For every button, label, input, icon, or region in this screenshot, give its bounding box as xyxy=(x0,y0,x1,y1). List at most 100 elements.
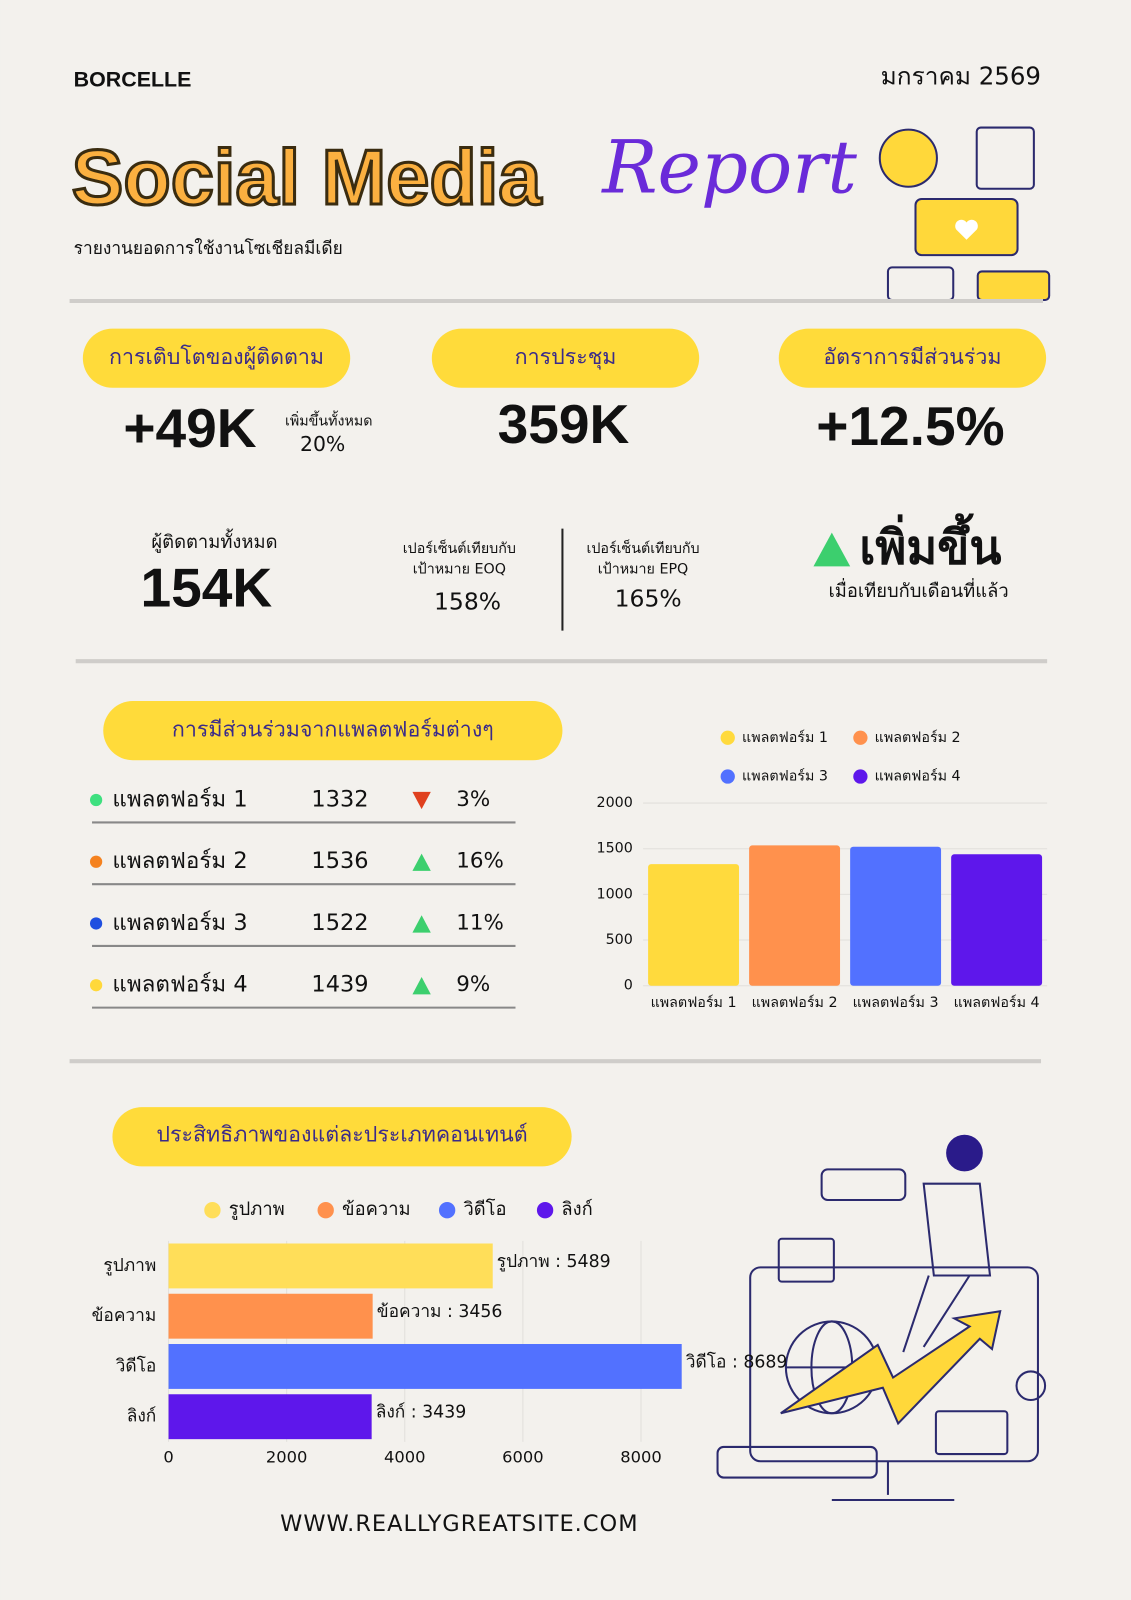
x-tick-label: 2000 xyxy=(266,1448,308,1467)
x-tick-label: 0 xyxy=(163,1448,173,1467)
bar xyxy=(168,1243,493,1289)
eoq-value: 158% xyxy=(434,588,501,616)
platform-change: 11% xyxy=(456,910,504,935)
y-tick-label: 0 xyxy=(624,978,633,994)
row-dot xyxy=(89,979,103,992)
kpi-label: การประชุม xyxy=(515,345,617,370)
bar xyxy=(648,864,740,986)
x-tick-label: 6000 xyxy=(502,1448,544,1467)
trend-note: เมื่อเทียบกับเดือนที่แล้ว xyxy=(828,578,1008,602)
epq-label: เปอร์เซ็นต์เทียบกับ xyxy=(586,538,699,557)
platform-value: 1522 xyxy=(311,910,368,936)
kpi-value: +12.5% xyxy=(816,395,1004,457)
title-script: Report xyxy=(600,125,857,210)
legend-label: แพลตฟอร์ม 3 xyxy=(742,768,828,785)
legend-dot xyxy=(853,730,868,745)
x-tick-label: 4000 xyxy=(384,1448,426,1467)
kpi-label: อัตราการมีส่วนร่วม xyxy=(823,345,1001,370)
y-tick-label: 1500 xyxy=(597,841,633,857)
kpi-value: +49K xyxy=(123,397,256,459)
legend-label: รูปภาพ xyxy=(229,1199,285,1220)
legend-dot xyxy=(720,769,735,784)
legend-label: วิดีโอ xyxy=(463,1198,507,1220)
row-dot xyxy=(89,793,103,807)
kpi-value: 359K xyxy=(498,393,630,455)
platform-value: 1439 xyxy=(311,972,368,998)
value-label: วิดีโอ : 8689 xyxy=(686,1351,788,1372)
footer-url: WWW.REALLYGREATSITE.COM xyxy=(280,1511,638,1537)
y-tick-label: รูปภาพ xyxy=(103,1256,156,1276)
followers-value: 154K xyxy=(140,556,272,618)
kpi-pill xyxy=(431,328,700,388)
bar xyxy=(850,846,942,986)
legend-label: แพลตฟอร์ม 2 xyxy=(875,729,961,746)
platform-name: แพลตฟอร์ม 1 xyxy=(112,787,247,813)
bar xyxy=(168,1344,682,1389)
change-arrow xyxy=(412,915,431,933)
platform-change: 3% xyxy=(456,787,490,812)
y-tick-label: 2000 xyxy=(597,795,633,811)
x-tick-label: แพลตฟอร์ม 4 xyxy=(954,994,1040,1011)
bar xyxy=(749,845,841,986)
change-arrow xyxy=(412,977,431,995)
legend-label: แพลตฟอร์ม 4 xyxy=(875,768,961,785)
bar xyxy=(168,1394,372,1440)
y-tick-label: ลิงก์ xyxy=(127,1407,157,1427)
followers-label: ผู้ติดตามทั้งหมด xyxy=(151,528,277,553)
trend-label: เพิ่มขึ้น xyxy=(859,513,1001,576)
x-tick-label: แพลตฟอร์ม 2 xyxy=(752,994,838,1011)
bar xyxy=(168,1293,373,1339)
person-illustration xyxy=(716,1134,1047,1502)
change-arrow xyxy=(412,853,431,871)
x-tick-label: 8000 xyxy=(620,1448,662,1467)
platform-name: แพลตฟอร์ม 4 xyxy=(112,972,247,998)
kpi-pill xyxy=(778,328,1047,388)
date: มกราคม 2569 xyxy=(881,62,1041,91)
change-arrow xyxy=(412,791,431,810)
eoq-label: เปอร์เซ็นต์เทียบกับ xyxy=(403,538,516,557)
kpi-label: การเติบโตของผู้ติดตาม xyxy=(109,344,324,370)
section-pill xyxy=(112,1107,572,1167)
legend-dot xyxy=(720,730,735,745)
legend-dot xyxy=(317,1202,334,1219)
bar xyxy=(951,854,1043,986)
platform-table: แพลตฟอร์ม 1 1332 3% แพลตฟอร์ม 2 1536 16% แพลตฟ… xyxy=(89,787,516,1009)
x-tick-label: แพลตฟอร์ม 3 xyxy=(853,994,939,1011)
platform-name: แพลตฟอร์ม 3 xyxy=(112,910,247,936)
platform-change: 9% xyxy=(456,972,490,997)
kpi-pill xyxy=(82,328,351,388)
brand: BORCELLE xyxy=(74,67,192,91)
legend-dot xyxy=(204,1202,221,1219)
legend-dot xyxy=(438,1202,456,1219)
platform-value: 1536 xyxy=(311,848,368,874)
eoq-label: เป้าหมาย EOQ xyxy=(413,561,506,577)
y-tick-label: วิดีโอ xyxy=(115,1355,156,1376)
section-title: การมีส่วนร่วมจากแพลตฟอร์มต่างๆ xyxy=(172,718,494,743)
value-label: รูปภาพ : 5489 xyxy=(497,1252,611,1272)
y-tick-label: 500 xyxy=(606,932,633,948)
value-label: ลิงก์ : 3439 xyxy=(376,1403,467,1423)
value-label: ข้อความ : 3456 xyxy=(377,1302,503,1322)
row-dot xyxy=(89,917,103,930)
title: Social Media xyxy=(72,135,543,221)
platform-name: แพลตฟอร์ม 2 xyxy=(112,848,247,874)
legend-dot xyxy=(536,1202,554,1219)
y-tick-label: ข้อความ xyxy=(92,1306,157,1326)
epq-label: เป้าหมาย EPQ xyxy=(598,561,689,577)
trend-arrow xyxy=(813,532,851,567)
y-tick-label: 1000 xyxy=(597,886,633,902)
legend-label: ลิงก์ xyxy=(561,1198,592,1220)
section-pill xyxy=(103,701,563,761)
epq-value: 165% xyxy=(615,585,682,613)
platform-change: 16% xyxy=(456,849,504,874)
legend-dot xyxy=(853,769,868,784)
row-dot xyxy=(89,855,103,868)
section-title: ประสิทธิภาพของแต่ละประเภทคอนเทนต์ xyxy=(156,1123,527,1148)
legend-label: แพลตฟอร์ม 1 xyxy=(742,729,828,746)
kpi-note-value: 20% xyxy=(300,432,345,456)
subtitle: รายงานยอดการใช้งานโซเชียลมีเดีย xyxy=(74,238,343,259)
legend-label: ข้อความ xyxy=(342,1199,411,1220)
